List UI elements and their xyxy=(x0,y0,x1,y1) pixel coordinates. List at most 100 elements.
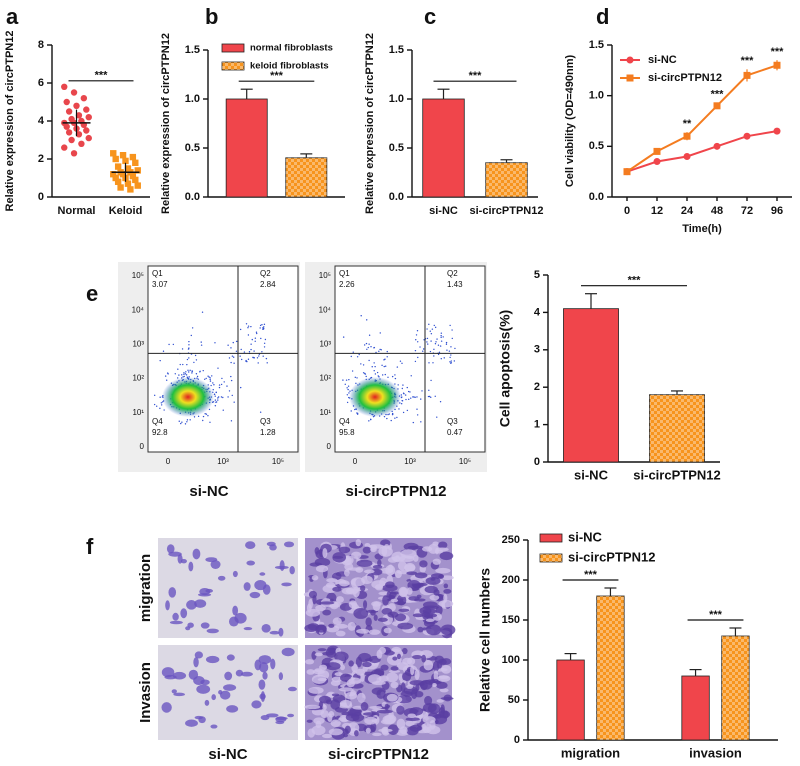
cell xyxy=(168,587,177,598)
flow-event xyxy=(420,421,422,423)
flow-event xyxy=(430,333,433,335)
cell xyxy=(169,620,183,625)
point xyxy=(122,157,129,165)
y-axis-label: Relative cell numbers xyxy=(477,568,493,712)
flow-event xyxy=(378,350,380,352)
legend-swatch xyxy=(539,533,563,543)
flow-event xyxy=(366,319,368,321)
cell xyxy=(353,607,369,619)
flow-event xyxy=(350,355,352,358)
point xyxy=(132,176,139,184)
micrograph xyxy=(303,538,456,639)
cell xyxy=(328,623,335,628)
flow-event xyxy=(230,375,232,378)
cell xyxy=(173,692,186,697)
flow-event xyxy=(445,341,448,344)
y-tick-label: 1.5 xyxy=(185,44,200,56)
flow-event xyxy=(383,359,385,361)
cell xyxy=(306,669,315,675)
flow-event xyxy=(410,397,412,399)
flow-event xyxy=(207,375,209,377)
flow-event xyxy=(364,373,367,375)
flow-event xyxy=(197,415,200,418)
flow-event xyxy=(159,396,161,398)
flow-y-tick: 10⁴ xyxy=(319,305,332,314)
flow-event xyxy=(168,343,170,346)
flow-event xyxy=(212,389,214,391)
flow-event xyxy=(438,351,441,354)
cell xyxy=(330,719,341,728)
bar-texture xyxy=(285,157,327,197)
cell xyxy=(408,596,420,601)
x-axis-label: Time(h) xyxy=(682,223,722,235)
cell xyxy=(344,692,358,700)
cell xyxy=(245,541,256,549)
cell xyxy=(414,669,420,681)
cell xyxy=(270,658,276,670)
flow-event xyxy=(159,407,161,410)
flow-event xyxy=(362,372,365,374)
quadrant-name: Q2 xyxy=(260,269,271,278)
cell xyxy=(417,626,424,633)
point xyxy=(119,171,127,178)
y-tick-label: 6 xyxy=(38,77,44,89)
flow-event xyxy=(188,344,190,346)
cell xyxy=(439,688,449,693)
flow-area xyxy=(334,265,486,453)
flow-event xyxy=(348,378,350,381)
cell xyxy=(328,728,343,736)
cell xyxy=(332,552,347,563)
flow-event xyxy=(386,350,388,353)
cell xyxy=(381,545,388,557)
flow-y-tick: 10⁵ xyxy=(132,271,144,280)
flow-event xyxy=(240,358,243,361)
cell xyxy=(259,662,269,673)
flow-event xyxy=(264,338,267,341)
cell xyxy=(321,733,333,739)
flow-y-tick: 10⁴ xyxy=(132,305,145,314)
cell xyxy=(355,668,365,676)
point xyxy=(117,184,124,191)
cell xyxy=(376,709,393,714)
flow-event xyxy=(188,340,190,343)
bar xyxy=(556,659,585,741)
flow-event xyxy=(439,400,442,403)
y-axis-label: Cell viability (OD=490nm) xyxy=(564,54,576,187)
flow-event xyxy=(404,394,407,396)
cell xyxy=(438,675,449,679)
flow-event xyxy=(369,418,372,421)
quadrant-value: 2.26 xyxy=(339,280,355,289)
flow-event xyxy=(440,332,443,334)
cell xyxy=(368,629,381,635)
quadrant-value: 0.47 xyxy=(447,428,463,437)
flow-event xyxy=(207,415,209,417)
cell xyxy=(441,664,452,674)
cell xyxy=(396,718,406,730)
flow-event xyxy=(416,329,419,332)
flow-event xyxy=(262,328,265,330)
flow-event xyxy=(387,376,389,378)
cell xyxy=(210,724,218,729)
cell xyxy=(390,598,399,603)
cell xyxy=(398,608,410,613)
flow-event xyxy=(400,403,403,405)
flow-event xyxy=(209,421,211,424)
point xyxy=(85,114,92,121)
column-label: si-NC xyxy=(208,746,247,763)
quadrant-name: Q3 xyxy=(260,417,271,426)
cell xyxy=(421,654,427,663)
cell xyxy=(414,572,428,579)
cell xyxy=(382,584,398,592)
quadrant-name: Q3 xyxy=(447,417,458,426)
cell xyxy=(421,546,433,552)
flow-event xyxy=(222,396,224,399)
flow-event xyxy=(350,410,352,412)
flow-event xyxy=(178,374,180,376)
flow-event xyxy=(250,325,252,328)
flow-event xyxy=(433,348,435,351)
point xyxy=(83,127,90,134)
flow-event xyxy=(434,343,437,345)
cell xyxy=(344,562,354,571)
cell xyxy=(424,585,438,594)
flow-event xyxy=(186,419,189,421)
